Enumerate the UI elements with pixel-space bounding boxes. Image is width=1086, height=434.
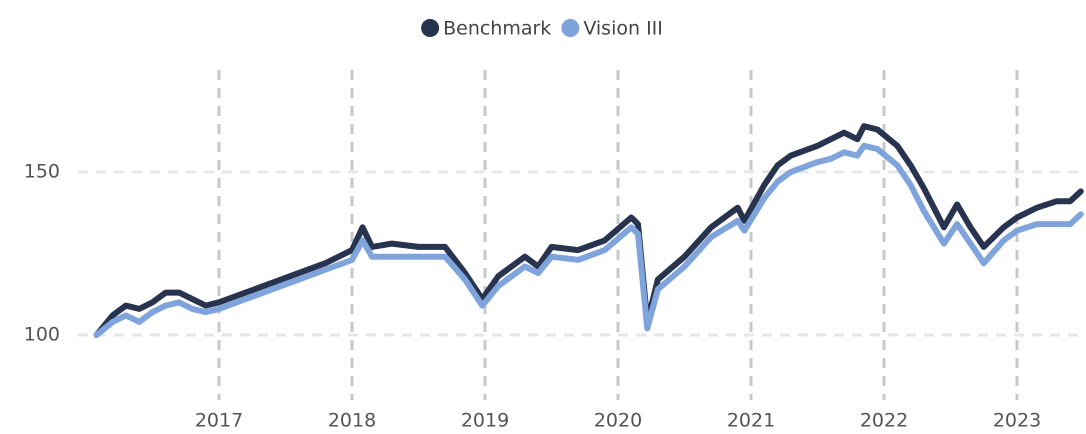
- x-tick-label: 2019: [461, 410, 509, 432]
- legend-marker: [561, 19, 580, 37]
- legend-item: Benchmark: [421, 18, 551, 40]
- legend-marker: [421, 19, 440, 37]
- x-tick-label: 2021: [727, 410, 775, 432]
- y-tick-label: 100: [24, 323, 60, 345]
- x-tick-label: 2018: [328, 410, 376, 432]
- legend-label: Vision III: [583, 18, 663, 40]
- series-line: [93, 123, 1084, 338]
- x-tick-label: 2017: [195, 410, 243, 432]
- x-tick-label: 2023: [993, 410, 1041, 432]
- series-line: [93, 142, 1084, 338]
- x-tick-label: 2022: [860, 410, 908, 432]
- legend-label: Benchmark: [443, 18, 551, 40]
- y-tick-label: 150: [24, 160, 60, 182]
- x-tick-label: 2020: [594, 410, 642, 432]
- legend-item: Vision III: [561, 18, 663, 40]
